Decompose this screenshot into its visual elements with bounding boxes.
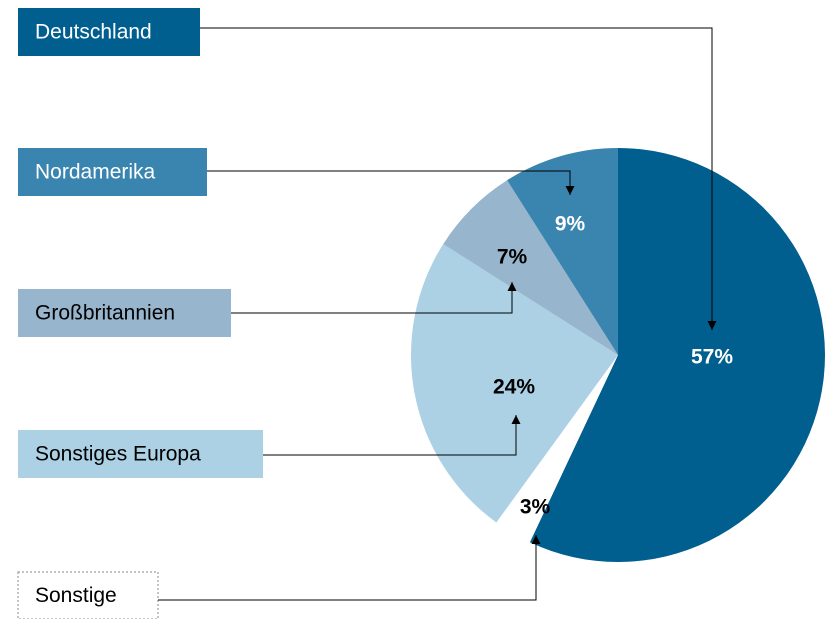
legend-box: [18, 430, 263, 478]
legend-label: Nordamerika: [35, 161, 156, 184]
legend-label: Sonstige: [35, 584, 117, 607]
legend-box: [18, 148, 207, 196]
legend-label: Deutschland: [35, 21, 152, 44]
legend-box: [18, 289, 231, 337]
value-label: 24%: [493, 376, 535, 399]
value-label: 3%: [520, 496, 551, 519]
legend-box: [18, 8, 200, 56]
connector: [200, 27, 717, 330]
connector: [207, 170, 575, 195]
connector: [231, 282, 517, 314]
legend-box: [17, 571, 159, 619]
pie-slice: [496, 355, 618, 543]
value-label: 7%: [497, 246, 528, 269]
pie-slice: [507, 148, 618, 355]
pie-slice: [443, 180, 618, 355]
legend-label: Sonstiges Europa: [35, 443, 201, 466]
value-label: 57%: [691, 346, 733, 369]
connector: [263, 415, 521, 456]
value-label: 9%: [555, 213, 586, 236]
pie-slice: [529, 148, 825, 562]
pie-slice: [411, 244, 618, 523]
connector: [158, 535, 541, 601]
legend-label: Großbritannien: [35, 302, 175, 325]
